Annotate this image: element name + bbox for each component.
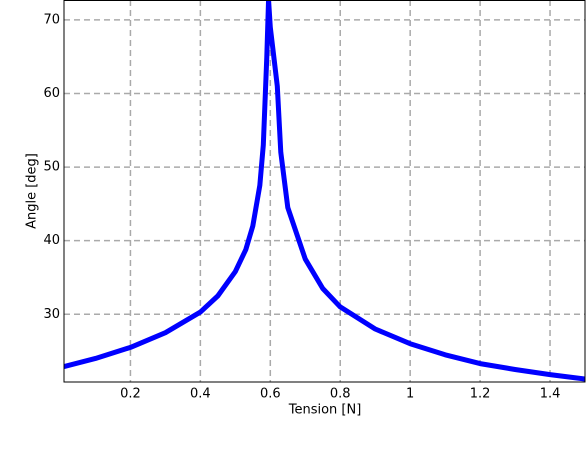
x-tick-label: 1.4: [540, 387, 561, 402]
x-tick-label: 0.4: [190, 387, 211, 402]
y-axis-label: Angle [deg]: [25, 153, 40, 229]
x-tick-label: 1.2: [470, 387, 491, 402]
x-tick-label: 1: [406, 387, 414, 402]
x-axis-label: Tension [N]: [288, 403, 362, 418]
y-tick-label: 30: [43, 307, 60, 322]
plot-frame: [63, 0, 586, 383]
y-tick-label: 70: [43, 12, 60, 27]
y-tick-label: 60: [43, 86, 60, 101]
y-tick-label: 40: [43, 233, 60, 248]
y-tick-label: 50: [43, 160, 60, 175]
x-tick-label: 0.2: [120, 387, 141, 402]
x-tick-label: 0.6: [260, 387, 281, 402]
line: [64, 0, 585, 382]
x-tick-label: 0.8: [330, 387, 351, 402]
